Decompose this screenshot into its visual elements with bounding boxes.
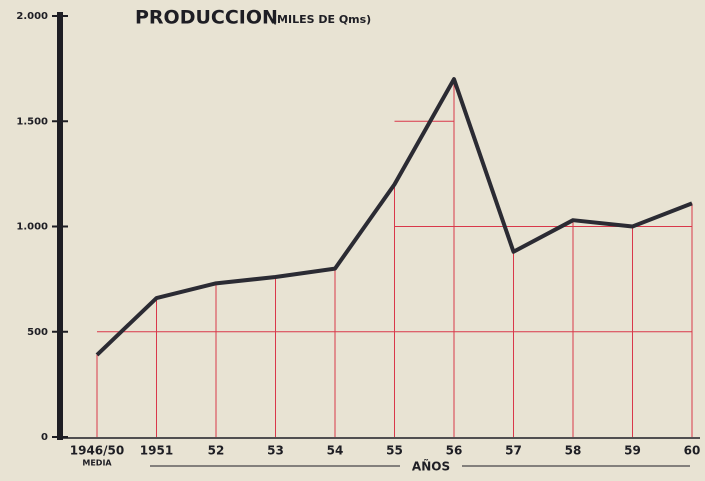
x-tick-label: 54 xyxy=(327,444,344,458)
x-note: MEDIA xyxy=(82,459,112,468)
chart-subtitle: (MILES DE Qms) xyxy=(272,13,371,26)
x-tick-label: 60 xyxy=(684,444,701,458)
x-axis-label: AÑOS xyxy=(412,459,450,474)
data-line xyxy=(95,77,693,357)
x-tick-label: 58 xyxy=(565,444,582,458)
y-tick-label: 1.000 xyxy=(16,222,48,233)
x-tick-label: 57 xyxy=(505,444,522,458)
y-tick-label: 500 xyxy=(27,327,48,338)
x-tick-label: 1951 xyxy=(140,444,173,458)
x-tick-label: 1946/50 xyxy=(70,444,124,458)
x-tick-label: 55 xyxy=(386,444,403,458)
x-tick-label: 56 xyxy=(446,444,463,458)
y-tick-label: 0 xyxy=(41,432,48,443)
y-tick-label: 2.000 xyxy=(16,11,48,22)
x-tick-label: 52 xyxy=(208,444,225,458)
x-tick-label: 59 xyxy=(624,444,641,458)
x-tick-label: 53 xyxy=(267,444,284,458)
y-tick-label: 1.500 xyxy=(16,116,48,127)
chart-title: PRODUCCION xyxy=(135,7,278,29)
